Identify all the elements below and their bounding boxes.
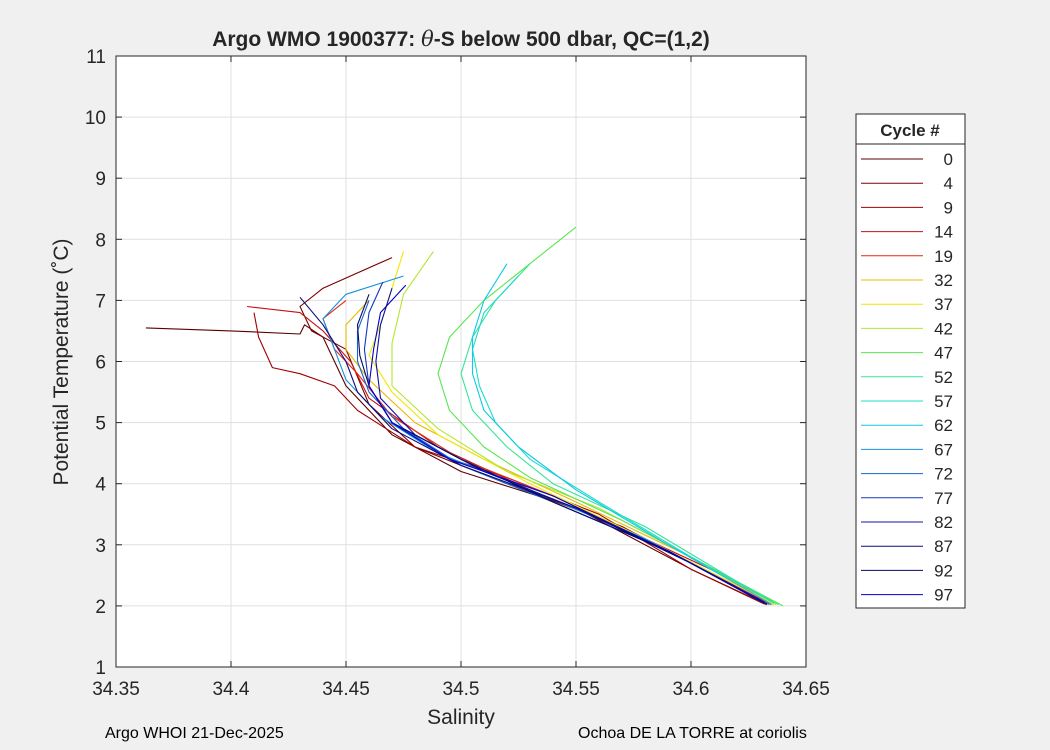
x-axis-label: Salinity — [427, 706, 495, 729]
legend-label-4: 4 — [944, 174, 953, 193]
y-tick-label: 10 — [85, 108, 106, 129]
x-tick-label: 34.65 — [782, 679, 830, 700]
legend-label-47: 47 — [934, 344, 953, 363]
y-tick-label: 2 — [95, 597, 106, 618]
legend-label-67: 67 — [934, 440, 953, 459]
y-tick-label: 5 — [95, 414, 106, 435]
y-tick-label: 9 — [95, 169, 106, 190]
y-tick-label: 6 — [95, 353, 106, 374]
x-tick-label: 34.45 — [322, 679, 370, 700]
y-tick-label: 3 — [95, 536, 106, 557]
profile-line-cycle-62 — [471, 263, 772, 605]
profile-line-cycle-52 — [460, 263, 779, 606]
y-tick-label: 1 — [95, 658, 106, 679]
x-tick-label: 34.35 — [92, 679, 140, 700]
legend-label-9: 9 — [944, 198, 953, 217]
footer-right: Ochoa DE LA TORRE at coriolis — [578, 725, 807, 742]
profile-line-cycle-97 — [368, 284, 765, 603]
legend-box — [855, 113, 966, 609]
footer-left: Argo WHOI 21-Dec-2025 — [105, 725, 284, 742]
y-tick-labels: 1 2 3 4 5 6 7 8 9 10 11 — [85, 47, 107, 679]
legend-label-19: 19 — [934, 247, 953, 266]
x-tick-labels: 34.35 34.4 34.45 34.5 34.55 34.6 34.65 — [92, 679, 830, 700]
legend-label-92: 92 — [934, 561, 953, 580]
x-tick-label: 34.55 — [552, 679, 600, 700]
legend-label-0: 0 — [944, 150, 953, 169]
profile-lines — [145, 226, 784, 607]
legend-label-42: 42 — [934, 319, 953, 338]
legend-label-62: 62 — [934, 416, 953, 435]
y-tick-label: 7 — [95, 291, 106, 312]
y-tick-label: 4 — [95, 475, 106, 496]
legend-label-72: 72 — [934, 465, 953, 484]
profile-line-cycle-32 — [345, 300, 775, 606]
legend-label-32: 32 — [934, 271, 953, 290]
legend-title: Cycle # — [880, 121, 940, 140]
y-tick-label: 8 — [95, 230, 106, 251]
legend: Cycle # 0 4 9 14 19 32 37 42 47 52 57 62 67 72 77 82 87 9… — [855, 113, 966, 609]
x-tick-label: 34.6 — [673, 679, 710, 700]
legend-entries: 0 4 9 14 19 32 37 42 47 52 57 62 67 72 77 82 87 92 97 — [861, 150, 953, 605]
legend-label-82: 82 — [934, 513, 953, 532]
legend-label-77: 77 — [934, 489, 953, 508]
legend-label-87: 87 — [934, 537, 953, 556]
ticks — [115, 55, 807, 668]
legend-label-97: 97 — [934, 586, 953, 605]
chart-title: Argo WMO 1900377: θ-S below 500 dbar, QC… — [212, 27, 710, 51]
legend-label-57: 57 — [934, 392, 953, 411]
y-tick-label: 11 — [86, 47, 106, 68]
y-axis-label: Potential Temperature (˚C) — [50, 238, 73, 485]
legend-label-14: 14 — [934, 223, 953, 242]
legend-label-37: 37 — [934, 295, 953, 314]
x-tick-label: 34.5 — [443, 679, 480, 700]
x-tick-label: 34.4 — [213, 679, 250, 700]
legend-label-52: 52 — [934, 368, 953, 387]
